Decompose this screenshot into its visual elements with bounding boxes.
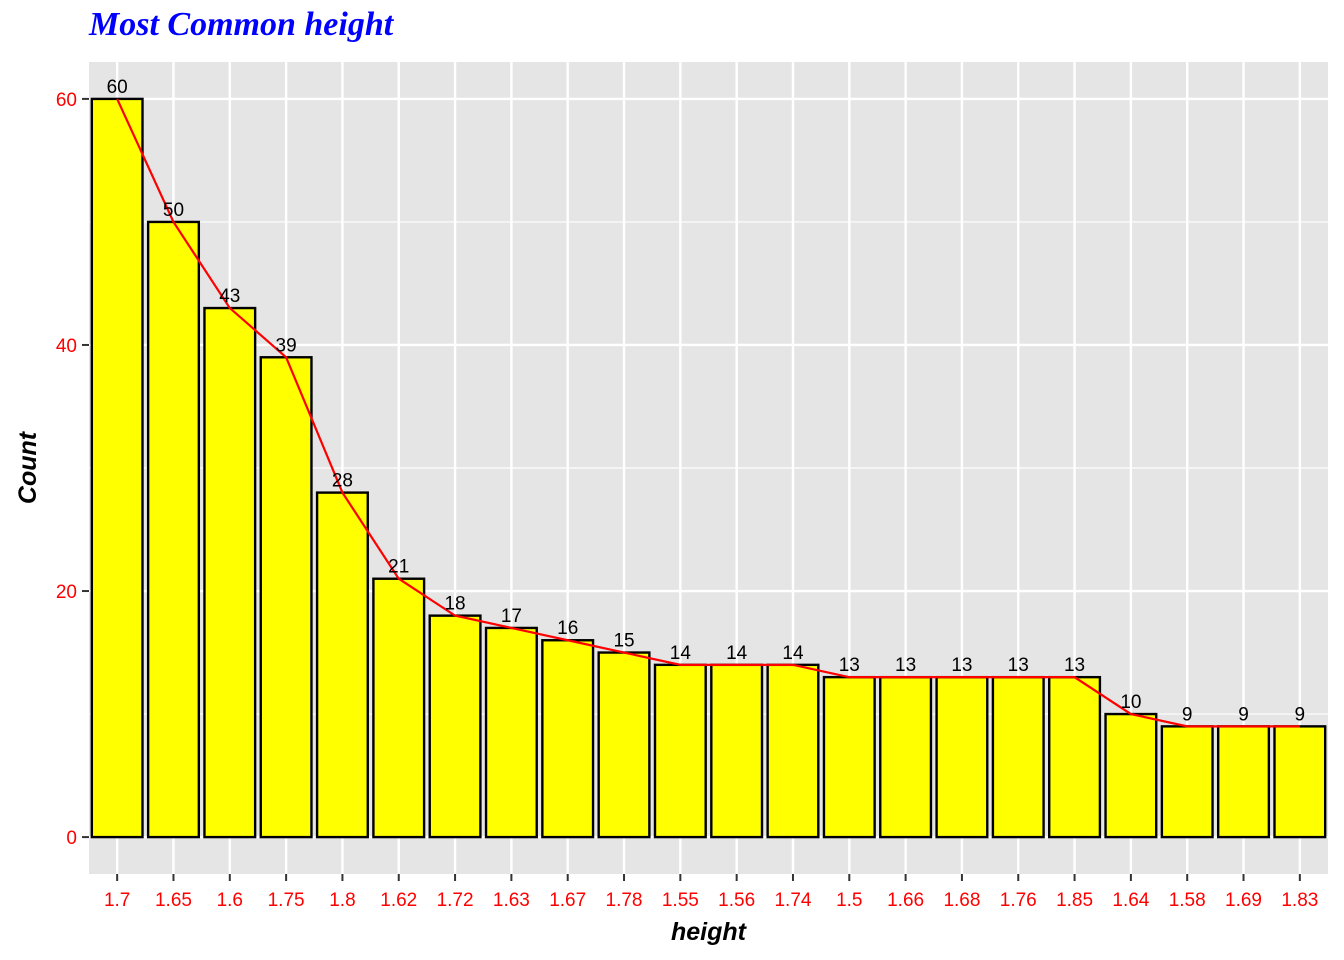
- data-label: 60: [107, 77, 128, 98]
- bar-1.76: [991, 675, 1045, 839]
- data-label: 21: [388, 557, 409, 578]
- data-label: 9: [1238, 704, 1249, 725]
- bar-1.55: [653, 663, 707, 839]
- bar-1.66: [879, 675, 933, 839]
- chart-title: Most Common height: [89, 6, 394, 43]
- data-label: 13: [839, 655, 860, 676]
- x-tick-label: 1.64: [1112, 890, 1149, 911]
- x-tick-label: 1.75: [268, 890, 305, 911]
- bar-1.62: [372, 577, 426, 839]
- bar-1.85: [1048, 675, 1102, 839]
- bar-1.56: [710, 663, 764, 839]
- x-tick-label: 1.76: [1000, 890, 1037, 911]
- bar-1.5: [822, 675, 876, 839]
- x-axis-label: height: [671, 918, 748, 946]
- data-label: 43: [219, 286, 240, 307]
- data-label: 9: [1182, 704, 1193, 725]
- data-label: 39: [276, 335, 297, 356]
- y-tick-label: 40: [56, 336, 77, 357]
- x-tick-label: 1.67: [549, 890, 586, 911]
- data-label: 50: [163, 200, 184, 221]
- y-tick-label: 20: [56, 582, 77, 603]
- bar-1.74: [766, 663, 820, 839]
- bar-1.78: [597, 651, 651, 839]
- bar-1.69: [1216, 725, 1271, 839]
- y-tick-label: 0: [66, 828, 77, 849]
- data-label: 15: [613, 631, 634, 652]
- bar-1.7: [90, 97, 144, 839]
- bar-1.63: [484, 626, 538, 839]
- bar-1.75: [259, 356, 313, 839]
- x-tick-label: 1.7: [104, 890, 130, 911]
- x-tick-label: 1.63: [493, 890, 530, 911]
- bar-1.65: [146, 220, 201, 839]
- x-tick-label: 1.66: [887, 890, 924, 911]
- x-tick-label: 1.83: [1281, 890, 1318, 911]
- y-axis-label: Count: [14, 430, 42, 504]
- x-tick-label: 1.55: [662, 890, 699, 911]
- data-label: 17: [501, 606, 522, 627]
- data-label: 10: [1120, 692, 1141, 713]
- x-tick-label: 1.5: [836, 890, 862, 911]
- data-label: 13: [895, 655, 916, 676]
- data-label: 18: [444, 594, 465, 615]
- data-label: 14: [726, 643, 748, 664]
- x-tick-label: 1.72: [437, 890, 474, 911]
- data-label: 28: [332, 471, 353, 492]
- bar-1.72: [428, 614, 482, 839]
- x-tick-label: 1.58: [1169, 890, 1206, 911]
- x-tick-label: 1.78: [606, 890, 643, 911]
- x-tick-label: 1.85: [1056, 890, 1093, 911]
- bar-1.67: [541, 639, 595, 839]
- bar-1.58: [1160, 725, 1214, 839]
- bar-1.8: [315, 491, 369, 839]
- x-tick-label: 1.6: [217, 890, 243, 911]
- bar-1.6: [203, 306, 257, 839]
- data-label: 13: [951, 655, 972, 676]
- x-tick-label: 1.8: [329, 890, 355, 911]
- x-tick-label: 1.56: [718, 890, 755, 911]
- data-label: 13: [1008, 655, 1029, 676]
- trend-line: [116, 98, 1300, 728]
- data-label: 9: [1295, 704, 1306, 725]
- bar-1.83: [1273, 725, 1327, 839]
- data-label: 16: [557, 618, 578, 639]
- bar-1.64: [1104, 712, 1158, 839]
- y-tick-label: 60: [56, 90, 77, 111]
- data-label: 13: [1064, 655, 1085, 676]
- data-label: 14: [782, 643, 804, 664]
- bar-1.68: [935, 675, 989, 839]
- x-tick-label: 1.69: [1225, 890, 1262, 911]
- data-label: 14: [670, 643, 692, 664]
- x-tick-label: 1.68: [943, 890, 980, 911]
- x-tick-label: 1.65: [155, 890, 192, 911]
- x-tick-label: 1.74: [774, 890, 811, 911]
- x-tick-label: 1.62: [380, 890, 417, 911]
